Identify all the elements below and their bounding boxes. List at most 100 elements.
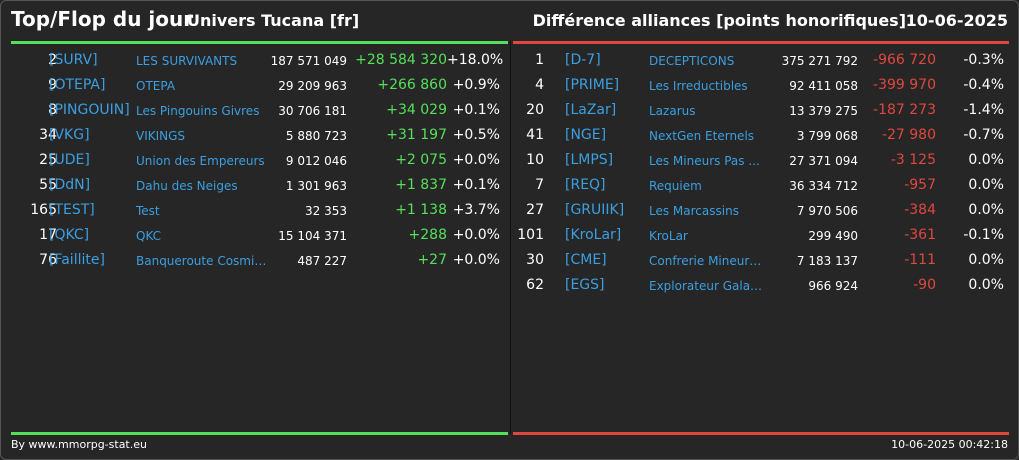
percent-change: -0.4% — [963, 77, 1004, 93]
alliance-row: 1 [D-7] DECEPTICONS 375 271 792 -966 720 -0.3… — [513, 49, 1009, 74]
alliance-name-link[interactable]: OTEPA — [136, 79, 176, 93]
alliance-tag-link[interactable]: [PINGOUIN] — [49, 102, 130, 118]
header: Top/Flop du jour Univers Tucana [fr] Dif… — [11, 7, 1008, 37]
alliance-name-link[interactable]: LES SURVIVANTS — [136, 54, 238, 68]
alliance-points: 30 706 181 — [278, 104, 347, 118]
alliance-name-link[interactable]: Dahu des Neiges — [136, 179, 238, 193]
alliance-points: 375 271 792 — [781, 54, 858, 68]
points-difference: -399 970 — [873, 77, 936, 93]
alliance-tag-link[interactable]: [KroLar] — [565, 227, 622, 243]
alliance-points: 92 411 058 — [789, 79, 858, 93]
generated-timestamp: 10-06-2025 00:42:18 — [891, 438, 1008, 451]
alliance-rank: 165 — [30, 202, 57, 218]
alliance-points: 487 227 — [297, 254, 347, 268]
points-difference: -90 — [913, 277, 936, 293]
alliance-tag-link[interactable]: [SURV] — [49, 52, 98, 68]
alliance-tag-link[interactable]: [Faillite] — [49, 252, 105, 268]
alliance-row: 27 [GRUIIK] Les Marcassins 7 970 506 -384 0.0… — [513, 199, 1009, 224]
alliance-rank: 1 — [535, 52, 544, 68]
percent-change: -0.3% — [963, 52, 1004, 68]
alliance-tag-link[interactable]: [OTEPA] — [49, 77, 106, 93]
percent-change: +0.0% — [452, 252, 500, 268]
points-difference: +1 138 — [395, 202, 447, 218]
ranking-subtitle: Différence alliances [points honorifique… — [532, 11, 906, 30]
alliance-tag-link[interactable]: [UDE] — [49, 152, 90, 168]
alliance-points: 1 301 963 — [285, 179, 347, 193]
alliance-row: 101 [KroLar] KroLar 299 490 -361 -0.1% — [513, 224, 1009, 249]
report-date: 10-06-2025 — [905, 11, 1008, 30]
points-difference: +34 029 — [386, 102, 447, 118]
points-difference: -187 273 — [873, 102, 936, 118]
alliance-name-link[interactable]: Union des Empereurs — [136, 154, 265, 168]
alliance-tag-link[interactable]: [EGS] — [565, 277, 605, 293]
points-difference: +31 197 — [386, 127, 447, 143]
alliance-row: 17 [QKC] QKC 15 104 371 +288 +0.0% — [11, 224, 508, 249]
points-difference: -111 — [904, 252, 936, 268]
alliance-points: 299 490 — [808, 229, 858, 243]
alliance-tag-link[interactable]: [NGE] — [565, 127, 607, 143]
column-divider — [510, 41, 511, 434]
alliance-name-link[interactable]: Banqueroute Cosmique — [136, 254, 271, 268]
site-credit[interactable]: By www.mmorpg-stat.eu — [11, 438, 147, 451]
percent-change: +0.1% — [452, 177, 500, 193]
percent-change: +0.0% — [452, 152, 500, 168]
top-divider-red — [513, 41, 1009, 44]
alliance-name-link[interactable]: DECEPTICONS — [649, 54, 735, 68]
alliance-name-link[interactable]: Confrerie Mineurs ... — [649, 254, 767, 268]
alliance-rank: 7 — [535, 177, 544, 193]
alliance-tag-link[interactable]: [D-7] — [565, 52, 601, 68]
alliance-name-link[interactable]: QKC — [136, 229, 162, 243]
top-divider-green — [11, 41, 508, 44]
points-difference: +1 837 — [395, 177, 447, 193]
alliance-tag-link[interactable]: [PRIME] — [565, 77, 620, 93]
alliance-rank: 25 — [39, 152, 57, 168]
alliance-rank: 27 — [526, 202, 544, 218]
alliance-name-link[interactable]: Lazarus — [649, 104, 696, 118]
alliance-tag-link[interactable]: [DdN] — [49, 177, 91, 193]
points-difference: -957 — [904, 177, 936, 193]
alliance-tag-link[interactable]: [CME] — [565, 252, 607, 268]
alliance-row: 7 [REQ] Requiem 36 334 712 -957 0.0% — [513, 174, 1009, 199]
percent-change: -1.4% — [963, 102, 1004, 118]
alliance-tag-link[interactable]: [REQ] — [565, 177, 606, 193]
alliance-row: 55 [DdN] Dahu des Neiges 1 301 963 +1 837 +0.… — [11, 174, 508, 199]
alliance-name-link[interactable]: NextGen Eternels — [649, 129, 755, 143]
alliance-points: 5 880 723 — [285, 129, 347, 143]
alliance-name-link[interactable]: VIKINGS — [136, 129, 186, 143]
alliance-row: 76 [Faillite] Banqueroute Cosmique 487 227 +… — [11, 249, 508, 274]
alliance-tag-link[interactable]: [LaZar] — [565, 102, 617, 118]
alliance-tag-link[interactable]: [GRUIIK] — [565, 202, 625, 218]
alliance-tag-link[interactable]: [VKG] — [49, 127, 90, 143]
alliance-name-link[interactable]: Requiem — [649, 179, 702, 193]
alliance-name-link[interactable]: Les Marcassins — [649, 204, 739, 218]
percent-change: +3.7% — [452, 202, 500, 218]
alliance-tag-link[interactable]: [QKC] — [49, 227, 90, 243]
alliance-name-link[interactable]: Explorateur Galacti... — [649, 279, 767, 293]
percent-change: 0.0% — [968, 152, 1004, 168]
points-difference: -361 — [904, 227, 936, 243]
alliance-name-link[interactable]: Les Pingouins Givres — [136, 104, 260, 118]
page-title: Top/Flop du jour — [11, 7, 194, 31]
points-difference: +266 860 — [377, 77, 447, 93]
alliance-name-link[interactable]: Les Mineurs Pas ... — [649, 154, 760, 168]
alliance-tag-link[interactable]: [TEST] — [49, 202, 95, 218]
alliance-row: 4 [PRIME] Les Irreductibles 92 411 058 -399 … — [513, 74, 1009, 99]
alliance-row: 165 [TEST] Test 32 353 +1 138 +3.7% — [11, 199, 508, 224]
percent-change: 0.0% — [968, 202, 1004, 218]
alliance-rank: 4 — [535, 77, 544, 93]
alliance-name-link[interactable]: Les Irreductibles — [649, 79, 748, 93]
alliance-points: 7 183 137 — [796, 254, 858, 268]
bottom-divider-red — [513, 432, 1009, 435]
alliance-points: 13 379 275 — [789, 104, 858, 118]
alliance-rank: 20 — [526, 102, 544, 118]
alliance-row: 20 [LaZar] Lazarus 13 379 275 -187 273 -1.4% — [513, 99, 1009, 124]
bottom-divider-green — [11, 432, 508, 435]
points-difference: -384 — [904, 202, 936, 218]
percent-change: -0.7% — [963, 127, 1004, 143]
alliance-row: 10 [LMPS] Les Mineurs Pas ... 27 371 094 -3 … — [513, 149, 1009, 174]
alliance-tag-link[interactable]: [LMPS] — [565, 152, 614, 168]
alliance-name-link[interactable]: Test — [136, 204, 160, 218]
alliance-name-link[interactable]: KroLar — [649, 229, 688, 243]
percent-change: +18.0% — [447, 52, 504, 68]
percent-change: +0.5% — [452, 127, 500, 143]
